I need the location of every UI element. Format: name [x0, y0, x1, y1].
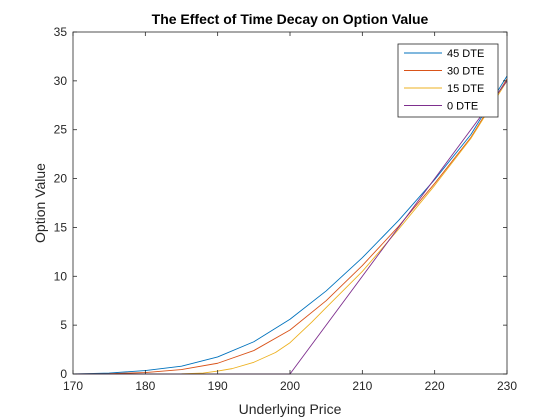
x-tick-label: 170 — [63, 379, 83, 393]
x-tick-label: 180 — [135, 379, 155, 393]
series-line-2 — [73, 80, 508, 375]
y-tick-label: 35 — [54, 25, 68, 39]
legend-box — [397, 43, 499, 118]
y-tick-label: 20 — [54, 172, 68, 186]
y-axis-label: Option Value — [32, 163, 48, 243]
y-tick-label: 30 — [54, 74, 68, 88]
x-tick-label: 230 — [497, 379, 517, 393]
x-tick-label: 220 — [425, 379, 445, 393]
legend-label-3: 0 DTE — [447, 101, 478, 113]
x-tick-label: 210 — [352, 379, 372, 393]
x-tick-label: 200 — [280, 379, 300, 393]
x-axis-label: Underlying Price — [239, 401, 342, 417]
legend-label-2: 15 DTE — [447, 83, 484, 95]
x-tick-label: 190 — [208, 379, 228, 393]
legend: 45 DTE 30 DTE 15 DTE 0 DTE — [397, 43, 499, 118]
y-tick-label: 25 — [54, 123, 68, 137]
y-tick-label: 0 — [60, 367, 67, 381]
y-tick-label: 10 — [54, 269, 68, 283]
legend-label-0: 45 DTE — [447, 48, 484, 60]
chart-title: The Effect of Time Decay on Option Value — [152, 11, 429, 27]
y-tick-label: 5 — [60, 318, 67, 332]
legend-label-1: 30 DTE — [447, 66, 484, 78]
ticks-layer: 170 180 190 200 210 220 230 0 5 10 15 20 25 30 35 — [54, 25, 518, 393]
y-tick-label: 15 — [54, 220, 68, 234]
